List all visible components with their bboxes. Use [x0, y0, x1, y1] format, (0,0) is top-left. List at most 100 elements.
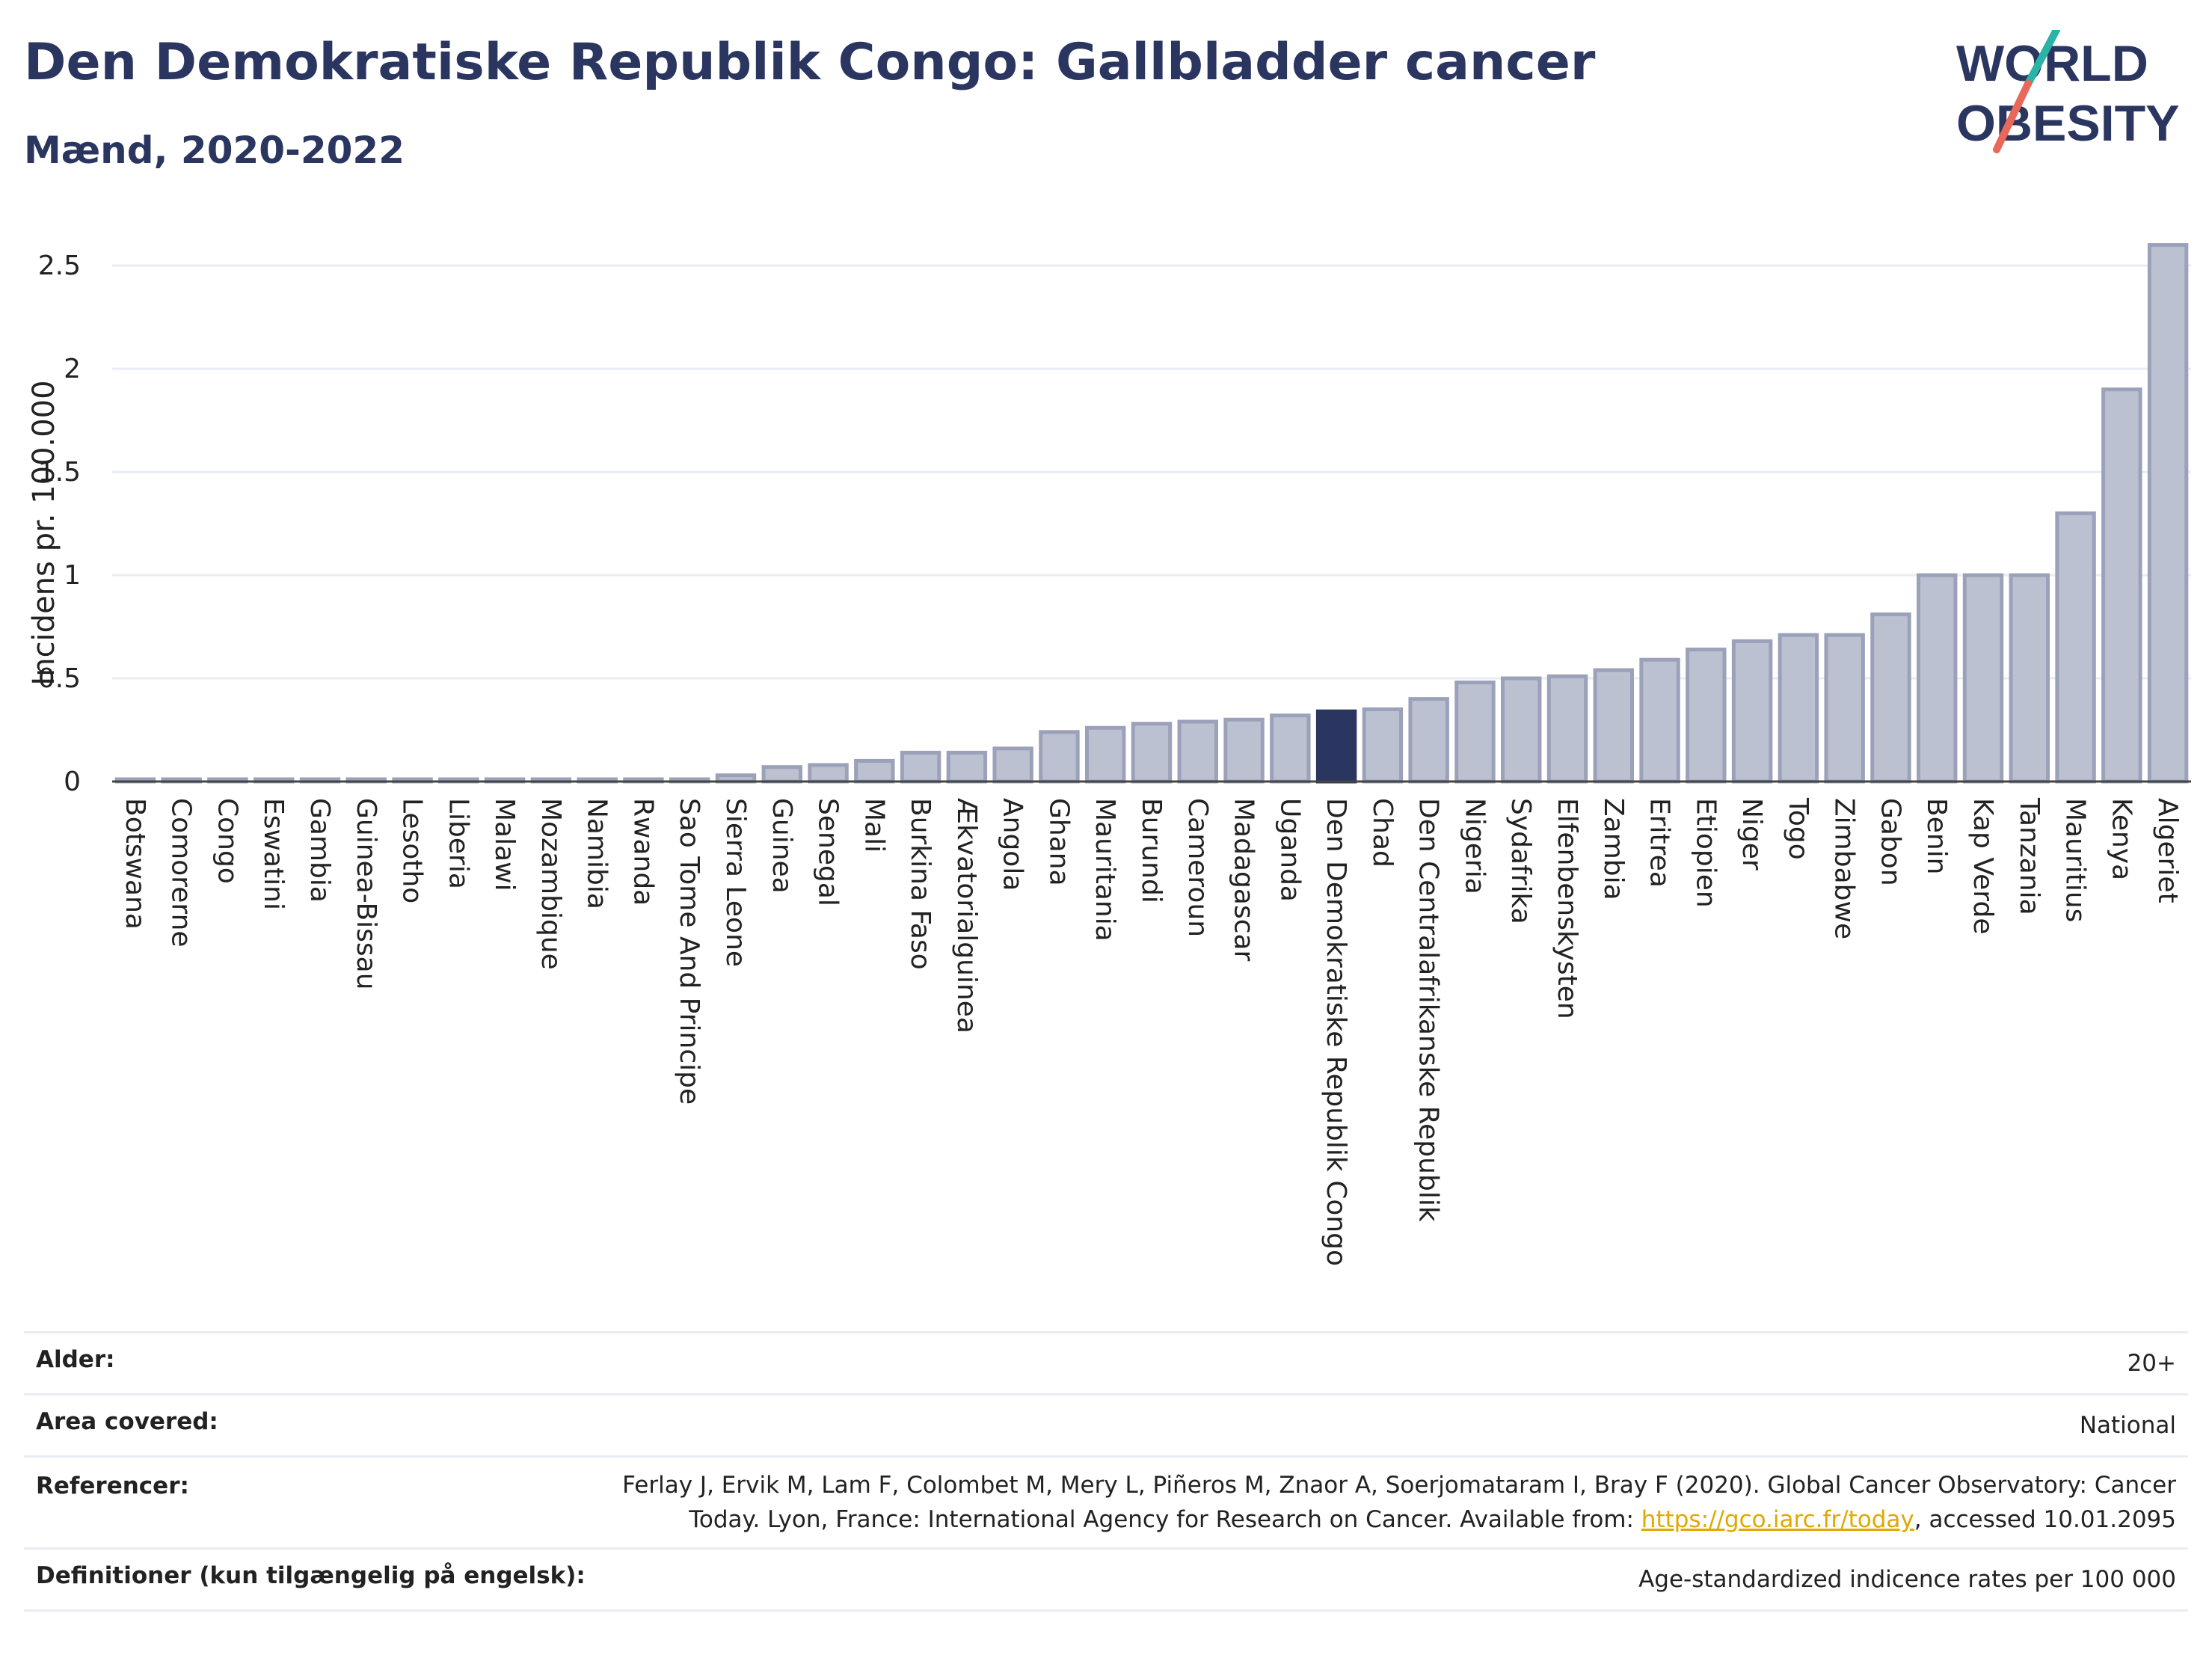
bar[interactable] [761, 765, 802, 784]
x-tick-label: Niger [1736, 798, 1767, 871]
x-tick-label: Botswana [120, 798, 150, 930]
x-tick-label: Mali [858, 798, 889, 853]
bar[interactable] [2101, 387, 2142, 784]
bar-highlighted[interactable] [1315, 709, 1357, 784]
x-tick-label: Burundi [1136, 798, 1167, 903]
x-tick-label: Togo [1783, 797, 1813, 860]
bar[interactable] [1962, 573, 2004, 784]
area-value: National [2079, 1412, 2176, 1439]
y-tick-label: 1.5 [38, 457, 81, 488]
x-tick-label: Eritrea [1644, 798, 1675, 888]
x-tick-label: Benin [1921, 798, 1952, 874]
definitions-label: Definitioner (kun tilgængelig på engelsk… [36, 1562, 586, 1589]
chart-title: Den Demokratiske Republik Congo: Gallbla… [24, 33, 1596, 92]
bar[interactable] [1454, 681, 1496, 784]
bar[interactable] [2055, 511, 2096, 784]
x-tick-label: Zimbabwe [1829, 798, 1860, 939]
bar[interactable] [1546, 674, 1588, 784]
svg-text:OBESITY: OBESITY [1956, 95, 2180, 152]
age-label: Alder: [36, 1346, 115, 1373]
bar[interactable] [1501, 676, 1542, 784]
bar[interactable] [1639, 657, 1680, 784]
info-row-references: Referencer: Ferlay J, Ervik M, Lam F, Co… [24, 1455, 2188, 1547]
x-tick-label: Uganda [1274, 798, 1305, 902]
x-tick-label: Elfenbenskysten [1552, 798, 1582, 1019]
bar[interactable] [1824, 633, 1865, 784]
bar[interactable] [1686, 647, 1727, 784]
x-tick-label: Ækvatorialguinea [951, 798, 982, 1034]
x-tick-label: Sydafrika [1505, 798, 1536, 924]
x-tick-label: Den Centralafrikanske Republik [1413, 798, 1444, 1222]
bar[interactable] [900, 750, 941, 784]
reference-link[interactable]: https://gco.iarc.fr/today [1641, 1506, 1914, 1533]
bar[interactable] [1177, 719, 1218, 784]
x-tick-label: Nigeria [1459, 798, 1490, 894]
y-tick-label: 2.5 [38, 251, 81, 281]
y-tick-label: 0 [64, 767, 81, 797]
bar[interactable] [1731, 639, 1773, 784]
age-value: 20+ [2127, 1350, 2176, 1377]
bar[interactable] [1362, 707, 1404, 784]
x-tick-label: Ghana [1043, 798, 1074, 886]
bar[interactable] [1270, 713, 1311, 784]
y-tick-label: 0.5 [38, 663, 81, 694]
x-tick-label: Gabon [1875, 798, 1905, 886]
info-row-definitions: Definitioner (kun tilgængelig på engelsk… [24, 1547, 2188, 1612]
bar[interactable] [1917, 573, 1958, 784]
bar[interactable] [1131, 722, 1173, 784]
x-tick-label: Mauritius [2060, 798, 2091, 922]
x-tick-label: Guinea [766, 798, 797, 894]
x-tick-label: Rwanda [627, 798, 658, 906]
x-tick-label: Kenya [2106, 798, 2136, 880]
bar[interactable] [1593, 668, 1634, 784]
x-tick-label: Guinea-Bissau [351, 798, 381, 990]
bar[interactable] [808, 763, 849, 784]
bar[interactable] [1039, 730, 1080, 784]
definitions-value: Age-standardized indicence rates per 100… [1638, 1566, 2176, 1593]
x-tick-label: Cameroun [1182, 798, 1213, 937]
reference-accessed: , accessed 10.01.2095 [1914, 1506, 2176, 1533]
y-axis-title: Incidens pr. 100.000 [27, 380, 61, 685]
x-tick-label: Kap Verde [1967, 798, 1998, 934]
x-tick-label: Algeriet [2152, 798, 2183, 903]
x-tick-label: Angola [998, 798, 1028, 891]
x-tick-label: Mozambique [535, 798, 566, 970]
x-tick-label: Etiopien [1690, 798, 1721, 908]
bar[interactable] [2147, 243, 2189, 784]
y-tick-label: 1 [64, 560, 81, 591]
bar[interactable] [946, 750, 988, 784]
x-tick-label: Sao Tome And Principe [674, 798, 704, 1105]
x-tick-label: Mauritania [1090, 798, 1120, 942]
info-row-area: Area covered: National [24, 1393, 2188, 1455]
bars [114, 243, 2189, 784]
x-tick-label: Eswatini [258, 798, 289, 910]
x-tick-label: Gambia [304, 798, 335, 903]
x-tick-label: Liberia [443, 798, 473, 889]
bar[interactable] [1408, 697, 1449, 784]
area-label: Area covered: [36, 1408, 218, 1435]
bar[interactable] [1870, 612, 1911, 784]
bar[interactable] [1778, 633, 1819, 784]
references-label: Referencer: [36, 1473, 189, 1499]
bar[interactable] [2009, 573, 2050, 784]
bar-chart: 0 0.5 1 1.5 2 2.5 Botswana Comorerne Congo Eswat… [27, 243, 2191, 1266]
x-tick-label: Comorerne [166, 798, 197, 948]
x-tick-label: Den Demokratiske Republik Congo [1321, 798, 1351, 1266]
x-tick-label: Namibia [582, 798, 612, 909]
x-tick-label: Lesotho [397, 798, 428, 903]
references-value: Ferlay J, Ervik M, Lam F, Colombet M, Me… [568, 1468, 2176, 1537]
x-tick-label: Burkina Faso [905, 798, 936, 970]
bar[interactable] [992, 746, 1033, 784]
info-row-age: Alder: 20+ [24, 1331, 2188, 1393]
x-tick-label: Malawi [489, 798, 520, 891]
bar[interactable] [1223, 717, 1265, 784]
x-tick-label: Madagascar [1229, 798, 1259, 962]
x-tick-label: Chad [1367, 798, 1398, 868]
x-tick-label: Sierra Leone [720, 798, 751, 967]
reference-text: Ferlay J, Ervik M, Lam F, Colombet M, Me… [622, 1472, 2176, 1533]
info-table: Alder: 20+ Area covered: National Refere… [24, 1331, 2188, 1612]
x-tick-label: Zambia [1598, 798, 1629, 900]
x-axis-labels: Botswana Comorerne Congo Eswatini Gambia Guin… [120, 797, 2183, 1266]
bar[interactable] [1085, 725, 1126, 784]
bar[interactable] [854, 758, 895, 784]
